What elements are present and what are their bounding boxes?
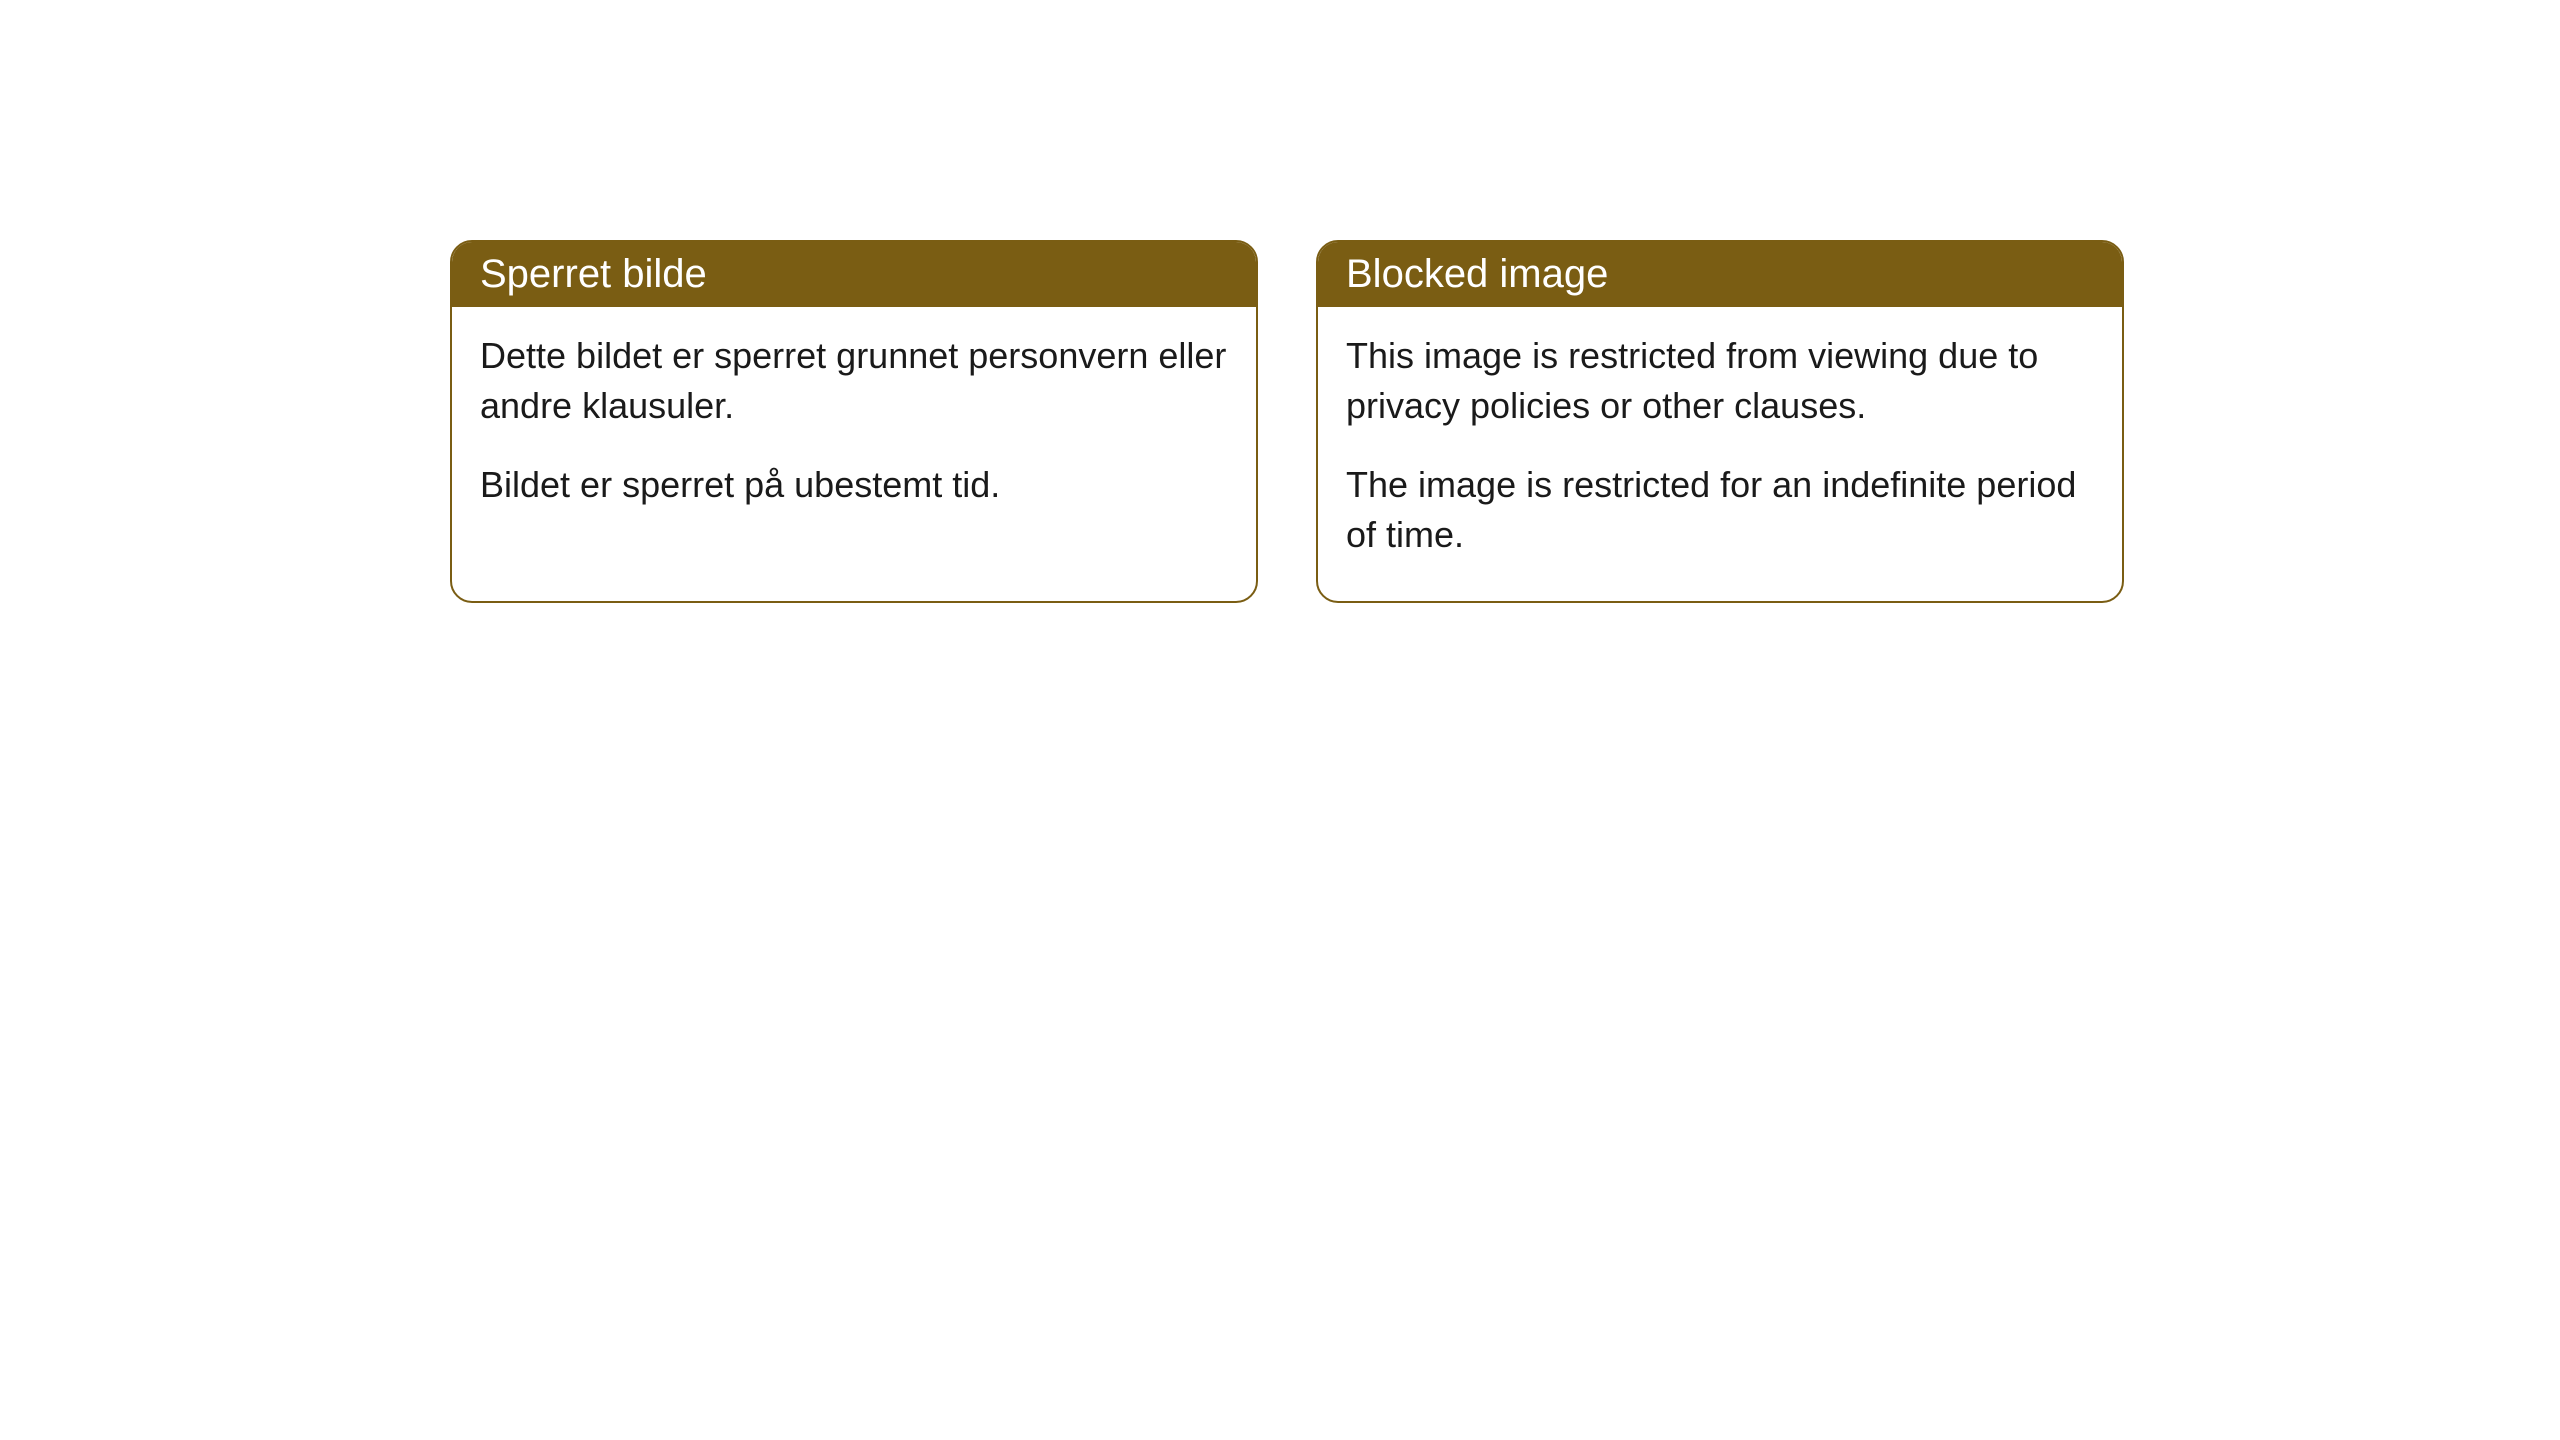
card-title: Blocked image: [1346, 252, 1608, 296]
notice-card-norwegian: Sperret bilde Dette bildet er sperret gr…: [450, 240, 1258, 603]
card-header: Blocked image: [1318, 242, 2122, 307]
notice-card-english: Blocked image This image is restricted f…: [1316, 240, 2124, 603]
card-body: Dette bildet er sperret grunnet personve…: [452, 307, 1256, 550]
card-paragraph: The image is restricted for an indefinit…: [1346, 460, 2094, 561]
card-paragraph: Dette bildet er sperret grunnet personve…: [480, 331, 1228, 432]
notice-cards-container: Sperret bilde Dette bildet er sperret gr…: [450, 240, 2124, 603]
card-paragraph: Bildet er sperret på ubestemt tid.: [480, 460, 1228, 510]
card-header: Sperret bilde: [452, 242, 1256, 307]
card-body: This image is restricted from viewing du…: [1318, 307, 2122, 601]
card-title: Sperret bilde: [480, 252, 707, 296]
card-paragraph: This image is restricted from viewing du…: [1346, 331, 2094, 432]
